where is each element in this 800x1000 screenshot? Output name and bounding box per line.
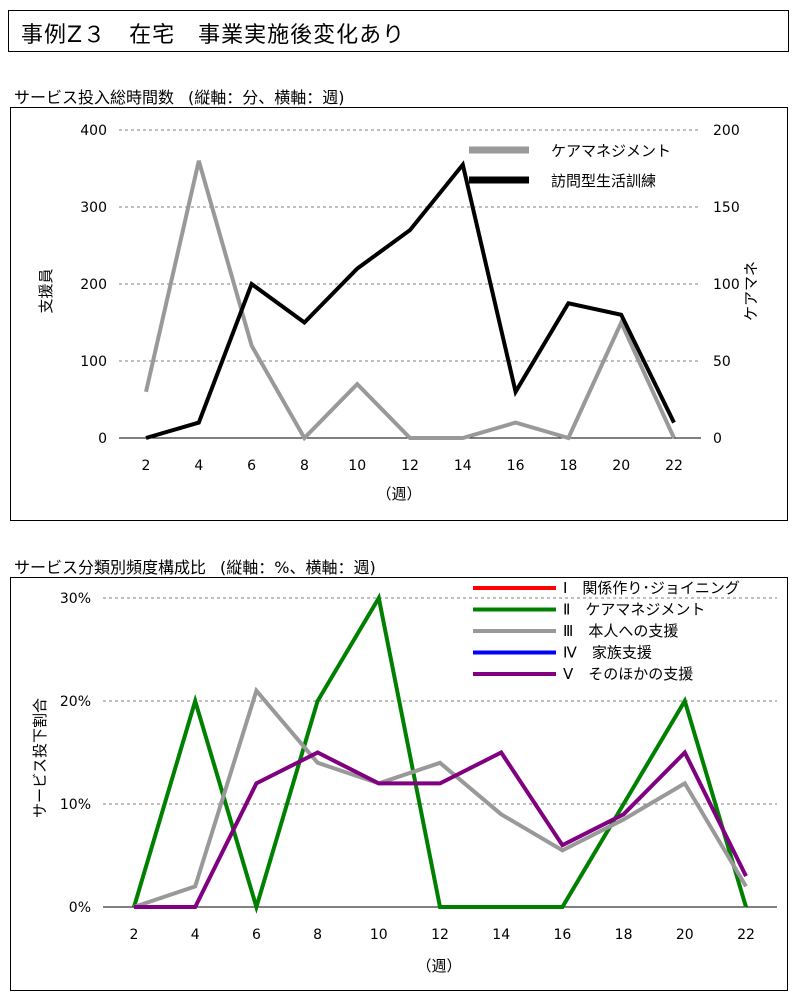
chart1-xtick: 10 [348,458,366,474]
chart1-xtick: 4 [194,458,203,474]
chart2-xtick: 22 [737,927,755,943]
chart2-subtitle: (縦軸：%、横軸：週) [220,558,376,577]
chart1-ytick-right: 200 [713,123,740,139]
chart1-xtick: 22 [665,458,683,474]
chart2-xtick: 4 [191,927,200,943]
chart2-xtick: 18 [615,927,633,943]
chart1-legend-label: 訪問型生活訓練 [551,172,656,190]
chart2-frame: 0% 10% 20% 30% 2 4 6 8 10 12 14 16 18 20 22 Ⅰ 関係作り･ジョイ… [10,577,788,991]
chart2-xtick: 8 [313,927,322,943]
chart2-xtick: 2 [130,927,139,943]
chart2-xtick: 12 [431,927,449,943]
chart2-caption: サービス分類別頻度構成比 (縦軸：%、横軸：週) [14,554,376,578]
chart2-legend-label: Ⅳ 家族支援 [563,644,652,662]
chart1-ytick-left: 100 [80,354,107,370]
chart1-ytick-left: 200 [80,277,107,293]
chart2-legend: Ⅰ 関係作り･ジョイニング Ⅱ ケアマネジメント Ⅲ 本人への支援 Ⅳ 家族支援 Ⅴ そ… [473,579,740,683]
chart1-gridlines [119,129,701,362]
chart1-xtick: 14 [454,458,472,474]
chart2-legend-label: Ⅱ ケアマネジメント [563,601,705,619]
chart1-ytick-left: 0 [98,431,107,447]
chart1-xtick: 8 [300,458,309,474]
page-title-box: 事例Z３ 在宅 事業実施後変化あり [8,10,789,52]
chart1-xtick: 18 [559,458,577,474]
chart1-ytick-right: 150 [713,200,740,216]
chart2-legend-label: Ⅴ そのほかの支援 [563,665,693,683]
chart2-xtick: 10 [370,927,388,943]
chart2-xlabel: （週） [416,957,461,975]
chart1-ylabel-left: 支援員 [37,268,55,313]
chart1-ytick-left: 300 [80,200,107,216]
chart1-ytick-left: 400 [80,123,107,139]
chart1-legend-label: ケアマネジメント [551,142,671,160]
chart2-xtick: 6 [252,927,261,943]
chart2-ytick: 10% [60,797,91,813]
chart2-series [132,592,748,915]
chart1-series [144,160,676,442]
chart2-gridlines [103,597,777,805]
chart1-xtick: 6 [247,458,256,474]
chart2-plot: 0% 10% 20% 30% 2 4 6 8 10 12 14 16 18 20 22 Ⅰ 関係作り･ジョイ… [31,579,777,975]
chart2-xtick: 16 [553,927,571,943]
chart2-ytick: 30% [60,591,91,607]
page-title: 事例Z３ 在宅 事業実施後変化あり [21,23,406,48]
chart2-series-line [132,592,748,915]
chart2-series-line [133,686,748,909]
chart1-xtick: 2 [142,458,151,474]
chart1-xtick: 20 [612,458,630,474]
chart2-series-line [134,749,748,909]
chart1-xtick: 12 [401,458,419,474]
chart1-ytick-right: 100 [713,277,740,293]
chart2-xtick: 14 [492,927,510,943]
chart1-series-line [145,160,676,440]
chart2-legend-label: Ⅲ 本人への支援 [563,622,678,640]
chart2-xtick: 20 [676,927,694,943]
chart2-ylabel: サービス投下割合 [31,698,49,818]
chart1-caption: サービス投入総時間数 (縦軸：分、横軸：週) [14,84,345,108]
chart2-title: サービス分類別頻度構成比 [14,558,207,577]
chart2-ytick: 20% [60,694,91,710]
chart1-title: サービス投入総時間数 [14,88,175,107]
chart2-ytick: 0% [69,900,91,916]
chart1-xtick: 16 [507,458,525,474]
chart1-series-line [144,160,676,442]
chart1-frame: 0 100 200 300 400 0 50 100 150 200 2 4 6 8 10 12 14 16 18 2… [10,107,788,521]
chart2-legend-label: Ⅰ 関係作り･ジョイニング [563,579,740,597]
chart1-subtitle: (縦軸：分、横軸：週) [188,88,345,107]
chart1-ylabel-right: ケアマネ [742,261,760,321]
chart1-ytick-right: 0 [713,431,722,447]
chart1-plot: 0 100 200 300 400 0 50 100 150 200 2 4 6 8 10 12 14 16 18 2… [37,123,760,503]
chart1-ytick-right: 50 [713,354,731,370]
chart1-xlabel: （週） [376,485,421,503]
